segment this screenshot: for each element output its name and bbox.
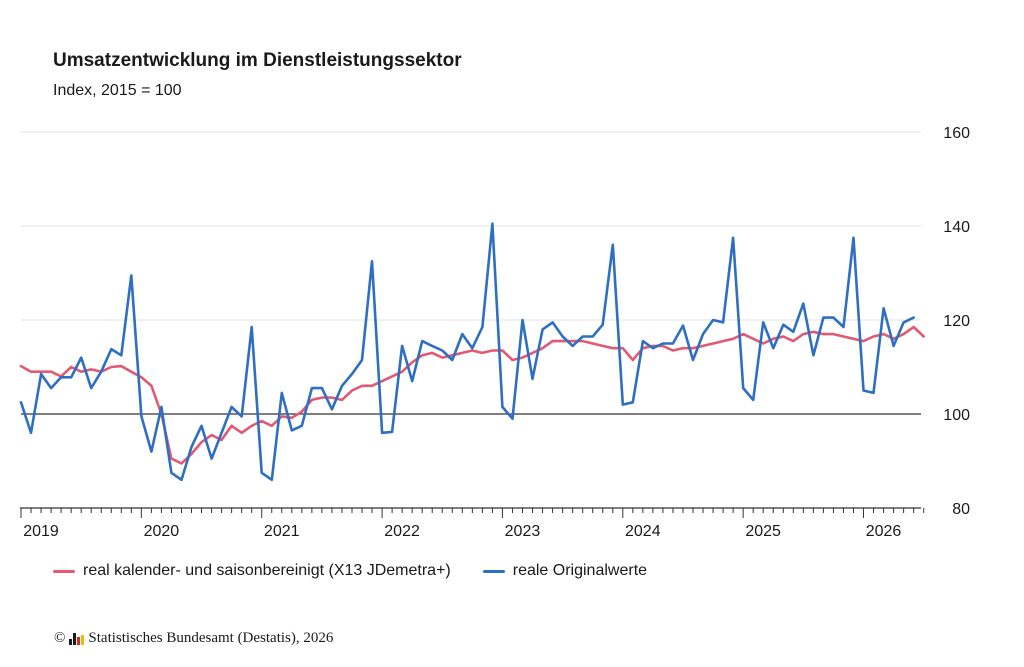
y-tick-label-100: 100: [943, 407, 970, 424]
chart-subtitle: Index, 2015 = 100: [53, 82, 182, 99]
x-tick-label-2022: 2022: [384, 523, 420, 540]
legend: real kalender- und saisonbereinigt (X13 …: [53, 562, 647, 580]
legend-label-original-values: reale Originalwerte: [512, 562, 648, 579]
legend-label-seasonally-adjusted: real kalender- und saisonbereinigt (X13 …: [83, 562, 451, 579]
x-tick-label-2024: 2024: [625, 523, 661, 540]
x-tick-label-2019: 2019: [23, 523, 59, 540]
chart-title: Umsatzentwicklung im Dienstleistungssekt…: [53, 50, 462, 71]
legend-item-seasonally-adjusted[interactable]: real kalender- und saisonbereinigt (X13 …: [53, 562, 451, 580]
source-text: Statistisches Bundesamt (Destatis), 2026: [88, 630, 334, 646]
destatis-logo-icon: [69, 632, 85, 645]
y-tick-label-140: 140: [943, 219, 970, 236]
legend-swatch-seasonally-adjusted: [53, 569, 75, 573]
source-footer: © Statistisches Bundesamt (Destatis), 20…: [54, 630, 333, 647]
legend-swatch-original-values: [482, 569, 505, 573]
y-tick-label-80: 80: [952, 501, 970, 518]
y-tick-label-120: 120: [943, 313, 970, 330]
series-line-seasonally-adjusted[interactable]: [19, 325, 926, 465]
series-line-original-values[interactable]: [19, 222, 916, 482]
y-tick-label-160: 160: [943, 125, 970, 142]
copyright-symbol: ©: [54, 630, 66, 646]
x-tick-label-2026: 2026: [866, 523, 902, 540]
y-axis: 80 100 120 140 160: [943, 125, 970, 518]
legend-item-original-values[interactable]: reale Originalwerte: [482, 562, 648, 580]
x-axis: 2019 2020 2021 2022 2023 2024 2025 2026: [20, 507, 925, 540]
x-tick-label-2023: 2023: [505, 523, 541, 540]
x-tick-label-2025: 2025: [745, 523, 781, 540]
x-tick-label-2020: 2020: [144, 523, 180, 540]
x-tick-label-2021: 2021: [264, 523, 300, 540]
series-lines: [19, 222, 926, 482]
grid-lines: [21, 131, 921, 415]
